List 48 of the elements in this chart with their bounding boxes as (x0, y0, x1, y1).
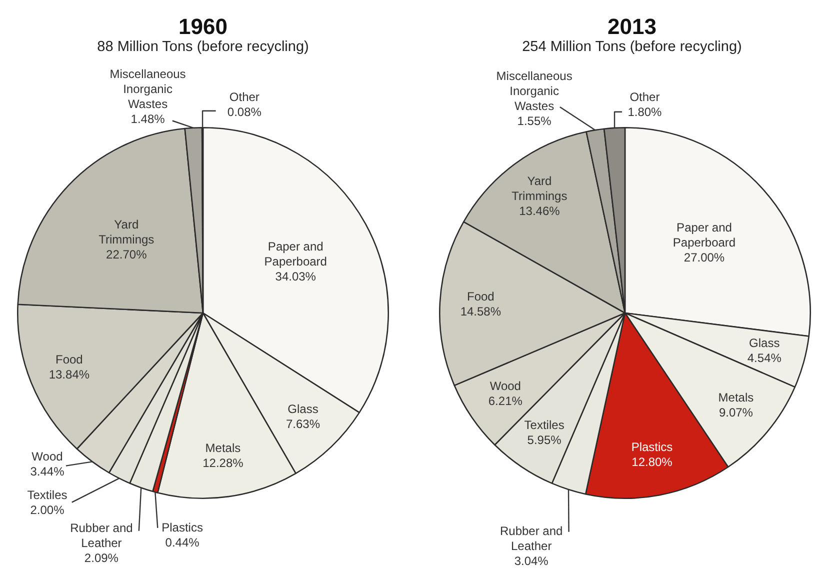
slice-label: Yard Trimmings (98, 218, 154, 247)
slice-label: Plastics (631, 440, 673, 454)
data-label: 13.46% (519, 204, 560, 218)
data-label: 0.08% (227, 104, 262, 119)
data-label: 1.55% (517, 114, 552, 128)
data-label: 3.44% (30, 464, 65, 479)
slice-label: Glass (288, 402, 318, 416)
data-label: 5.95% (527, 432, 562, 447)
data-label: 34.03% (275, 269, 316, 284)
data-label: 27.00% (684, 250, 725, 264)
slice-label: Miscellaneous Inorganic Wastes (110, 66, 186, 111)
slice-label: Textiles (27, 488, 68, 502)
slice-label: Wood (490, 379, 521, 394)
slice-label: Miscellaneous Inorganic Wastes (496, 68, 572, 113)
data-label: 7.63% (286, 417, 320, 432)
slice-label: Rubber and Leather (500, 524, 563, 553)
data-label: 9.07% (718, 405, 754, 420)
chart-title: 1960 (178, 14, 228, 40)
slice-label: Food (466, 290, 494, 304)
data-label: 22.70% (106, 248, 148, 262)
data-label: 1.80% (628, 104, 662, 119)
slice-label: Food (56, 352, 83, 367)
data-label: 2.09% (84, 551, 119, 566)
data-label: 6.21% (488, 394, 523, 408)
slice-label: Paper and Paperboard (672, 220, 736, 250)
data-label: 3.04% (514, 554, 549, 568)
slice-label: Rubber and Leather (70, 521, 133, 550)
slice-label: Yard Trimmings (512, 174, 568, 203)
slice-label: Wood (32, 450, 63, 464)
chart-subtitle: 88 Million Tons (before recycling) (96, 39, 310, 55)
slice-label: Textiles (524, 418, 564, 432)
data-label: 2.00% (30, 503, 65, 518)
chart-title: 2013 (606, 14, 658, 40)
data-label: 13.84% (48, 368, 90, 382)
slice-label: Paper and Paperboard (264, 239, 327, 268)
slice-label: Glass (749, 336, 780, 350)
slice-label: Other (630, 90, 660, 104)
slice-label: Plastics (162, 520, 203, 535)
slice-label: Metals (718, 390, 754, 404)
slice-label: Other (229, 90, 260, 104)
data-label: 14.58% (460, 304, 502, 319)
data-label: 1.48% (130, 112, 166, 126)
data-label: 12.80% (632, 454, 673, 469)
chart-subtitle: 254 Million Tons (before recycling) (521, 39, 743, 55)
slice-label: Metals (205, 441, 241, 455)
data-label: 4.54% (747, 351, 782, 366)
data-label: 12.28% (202, 456, 244, 470)
data-label: 0.44% (165, 536, 200, 550)
